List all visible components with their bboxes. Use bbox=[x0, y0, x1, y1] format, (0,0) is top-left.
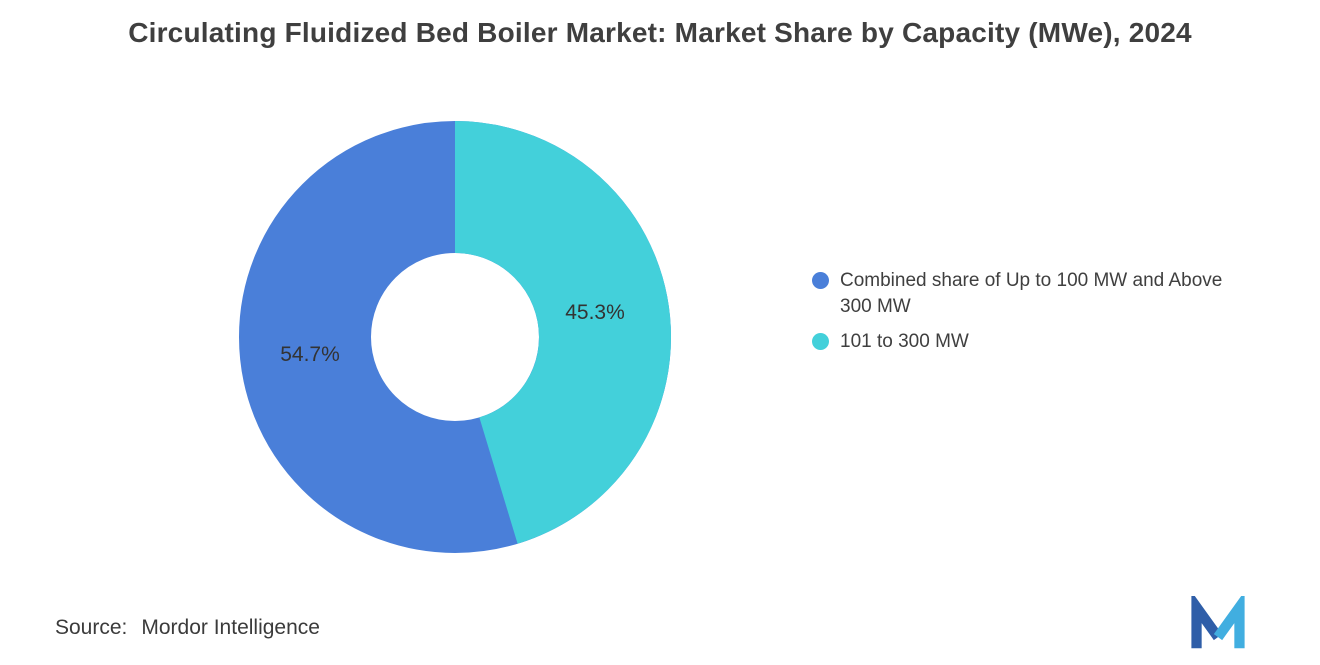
slice-label-blue: 54.7% bbox=[280, 343, 340, 366]
donut-chart: 54.7% 45.3% bbox=[235, 117, 675, 557]
source-line: Source: Mordor Intelligence bbox=[55, 616, 320, 640]
slice-label-teal: 45.3% bbox=[565, 301, 625, 324]
legend-swatch-blue bbox=[812, 272, 829, 289]
legend-swatch-teal bbox=[812, 333, 829, 351]
legend-item: Combined share of Up to 100 MW and Above… bbox=[812, 268, 1242, 320]
donut-segment-teal bbox=[239, 121, 671, 553]
source-name: Mordor Intelligence bbox=[141, 616, 320, 639]
mordor-intelligence-logo bbox=[1191, 596, 1245, 649]
donut-svg bbox=[239, 121, 671, 553]
legend-label: Combined share of Up to 100 MW and Above… bbox=[840, 270, 1223, 318]
legend-label: 101 to 300 MW bbox=[840, 331, 969, 353]
source-prefix: Source: bbox=[55, 616, 128, 639]
legend-item: 101 to 300 MW bbox=[812, 329, 1242, 355]
legend: Combined share of Up to 100 MW and Above… bbox=[812, 268, 1242, 365]
chart-title: Circulating Fluidized Bed Boiler Market:… bbox=[128, 17, 1192, 48]
